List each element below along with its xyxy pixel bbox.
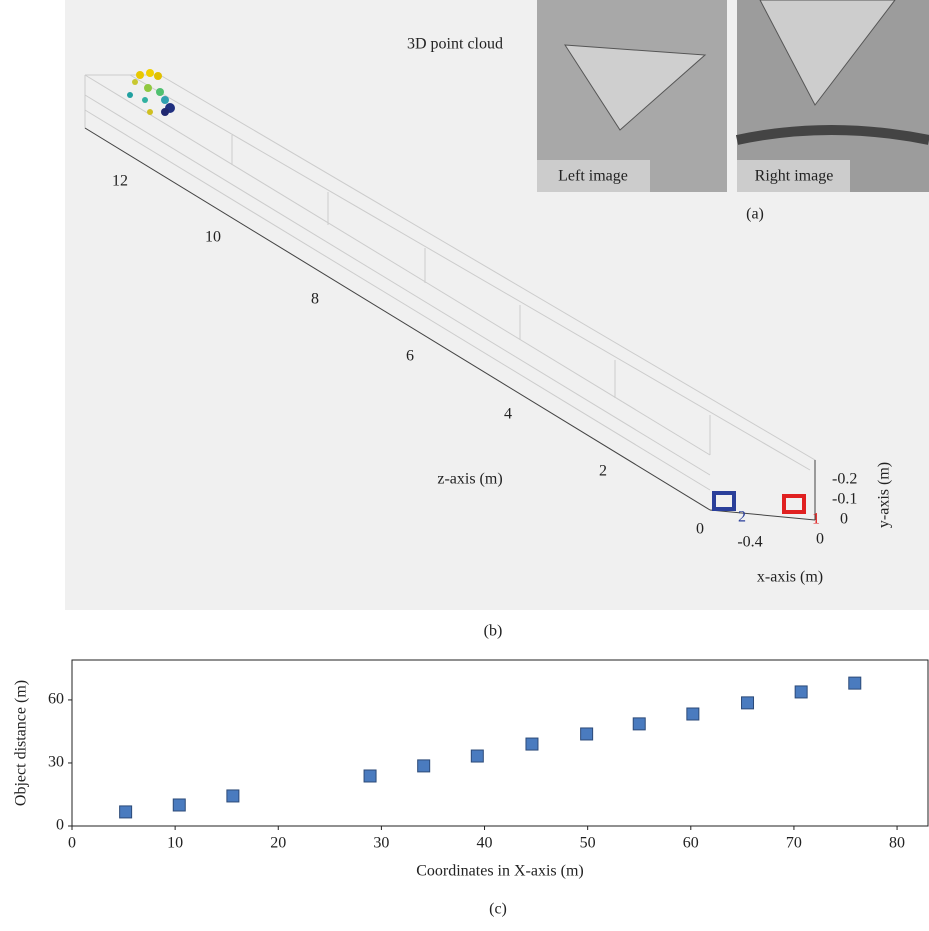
x-tick-label: 40 — [477, 835, 493, 852]
point — [686, 707, 700, 721]
x-tick-label: -0.4 — [737, 534, 762, 551]
point — [172, 798, 186, 812]
point — [363, 769, 377, 783]
x-tick-label: 0 — [816, 531, 824, 548]
y-tick-label: 30 — [48, 754, 64, 771]
y-tick-label: -0.1 — [832, 491, 857, 508]
label-box — [537, 160, 650, 192]
z-tick-label: 8 — [311, 291, 319, 308]
marker-label: 1 — [812, 511, 820, 528]
z-tick-label: 10 — [205, 229, 221, 246]
caption: (a) — [746, 206, 764, 223]
caption: (b) — [484, 623, 503, 640]
point — [741, 696, 755, 710]
y-tick-label: 0 — [840, 511, 848, 528]
z-tick-label: 6 — [406, 348, 414, 365]
plot-frame — [71, 659, 929, 827]
y-tick-label: 0 — [56, 817, 64, 834]
image-label: Left image — [558, 168, 628, 185]
z-tick-label: 2 — [599, 463, 607, 480]
x-tick-label: 50 — [580, 835, 596, 852]
y-axis-label: Object distance (m) — [13, 680, 30, 806]
x-tick-label: 30 — [373, 835, 389, 852]
crack — [735, 125, 929, 145]
caption: (c) — [489, 901, 507, 918]
target — [564, 44, 707, 131]
x-axis-label: Coordinates in X-axis (m) — [416, 863, 584, 880]
axes-3d — [84, 127, 816, 521]
panel-title: 3D point cloud — [407, 36, 503, 53]
point — [119, 805, 133, 819]
x-tick-label: 60 — [683, 835, 699, 852]
image-label: Right image — [755, 168, 834, 185]
point — [848, 676, 862, 690]
point — [794, 685, 808, 699]
label-box — [737, 160, 850, 192]
point-cloud — [127, 69, 175, 116]
z-tick-label: 12 — [112, 173, 128, 190]
camera-2 — [712, 491, 736, 511]
x-tick-label: 80 — [889, 835, 905, 852]
z-tick-label: 0 — [696, 521, 704, 538]
y-tick-label: 60 — [48, 691, 64, 708]
x-tick-label: 0 — [68, 835, 76, 852]
point — [525, 737, 539, 751]
camera-1 — [782, 494, 806, 514]
point — [417, 759, 431, 773]
point — [580, 727, 594, 741]
x-tick-label: 10 — [167, 835, 183, 852]
marker-label: 2 — [738, 509, 746, 526]
x-axis-label: x-axis (m) — [757, 569, 823, 586]
target — [759, 0, 896, 106]
point — [470, 749, 484, 763]
y-axis-label: y-axis (m) — [876, 462, 893, 528]
x-tick-label: 70 — [786, 835, 802, 852]
x-tick-label: 20 — [270, 835, 286, 852]
y-tick-label: -0.2 — [832, 471, 857, 488]
z-axis-label: z-axis (m) — [437, 471, 502, 488]
z-tick-label: 4 — [504, 406, 512, 423]
point — [632, 717, 646, 731]
point — [226, 789, 240, 803]
